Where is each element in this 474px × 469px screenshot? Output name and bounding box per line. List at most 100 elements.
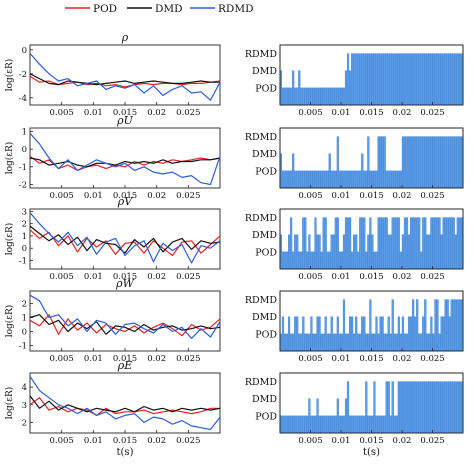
bar-panel-4-ylabel-dmd: DMD <box>252 312 277 323</box>
line-panel-2-ytick-label: -1 <box>19 163 27 173</box>
bar-panel-4-bar <box>294 316 297 352</box>
line-panel-1-ytick-label: -2 <box>19 70 27 80</box>
bar-panel-3-bar <box>428 234 431 270</box>
bar-panel-5-bar <box>344 398 348 434</box>
bar-panel-3-bar <box>454 234 457 270</box>
bar-panel-3-bar <box>300 251 303 270</box>
bar-panel-5-bar <box>298 415 301 434</box>
bar-panel-1-bar <box>440 53 443 106</box>
bar-panel-5-xtick-label: 0.01 <box>332 436 351 446</box>
line-panel-5-series-dmd <box>29 395 221 413</box>
bar-panel-5-bar <box>414 381 417 434</box>
bar-panel-1-bar <box>334 87 337 106</box>
panel-title-4: ρW <box>115 277 135 290</box>
bar-panel-5-bar <box>363 415 366 434</box>
line-panel-3-series-pod <box>29 229 221 257</box>
bar-panel-2-bar <box>432 136 435 189</box>
line-panel-1-xtick-label: 0.01 <box>84 108 103 118</box>
bar-panel-3-bar <box>442 217 445 270</box>
bar-panel-2-bar <box>391 170 394 189</box>
line-panel-4-ytick-label: 1 <box>22 314 27 324</box>
bar-panel-4-bar <box>308 333 311 352</box>
bar-panel-4-bar <box>416 299 419 352</box>
bar-panel-3-bar <box>312 251 315 270</box>
bar-panel-3-xtick-label: 0.01 <box>332 272 351 282</box>
bar-panel-2-bar <box>393 170 396 189</box>
bar-panel-3-bar <box>302 217 305 270</box>
line-panel-1-ytick-label: 0 <box>22 46 27 56</box>
bar-panel-3-ylabel-dmd: DMD <box>252 230 277 241</box>
bar-panel-4-bar <box>403 333 407 352</box>
bar-panel-3-bar <box>320 251 323 270</box>
bar-panel-3-bar <box>446 217 449 270</box>
bar-panel-1-bar <box>422 53 425 106</box>
bar-panel-2-bar <box>304 170 307 189</box>
line-panel-2-xtick-label: 0.02 <box>147 191 166 201</box>
bar-panel-3-bar <box>422 217 425 270</box>
bar-panel-4-bar <box>287 316 291 352</box>
bar-panel-5-xtick-label: 0.015 <box>359 436 383 446</box>
bar-panel-2-bar <box>290 170 293 189</box>
bar-panel-2-bar <box>365 170 368 189</box>
bar-panel-2-bar <box>287 170 291 189</box>
bar-panel-2-bar <box>373 170 376 189</box>
bar-panel-1-bar <box>444 53 447 106</box>
bar-panel-5-bar <box>328 415 331 434</box>
bar-panel-4-bar <box>389 333 392 352</box>
bar-panel-4-bar <box>407 316 411 352</box>
bar-panel-5-bar <box>405 381 409 434</box>
bar-panel-2-bar <box>450 136 453 189</box>
bar-panel-5-bar <box>351 415 354 434</box>
bar-panel-3-bar <box>361 217 364 270</box>
bar-panel-1-bar <box>428 53 431 106</box>
line-panel-2-series-rdmd <box>29 132 221 186</box>
bar-panel-5-bar <box>422 381 425 434</box>
panel-title-3: ρV <box>117 195 133 208</box>
bar-panel-1-bar <box>436 53 439 106</box>
bar-panel-2-xtick-label: 0.02 <box>393 191 412 201</box>
bar-panel-4-bar <box>377 333 380 352</box>
bar-panel-3-bar <box>318 234 321 270</box>
bar-panel-5-bar <box>452 381 455 434</box>
bar-panel-5-bar <box>324 415 327 434</box>
bar-panel-4-bar <box>420 333 423 352</box>
bar-panel-3-bar <box>287 234 291 270</box>
bar-panel-5-bar <box>426 381 429 434</box>
bar-panel-3-bar <box>385 217 388 270</box>
bar-panel-2-bar <box>416 136 419 189</box>
bar-panel-4-bar <box>304 333 307 352</box>
bar-panel-1-bar <box>320 87 323 106</box>
bar-panel-5-ylabel-rdmd: RDMD <box>245 377 277 388</box>
bar-panel-4-bar <box>401 316 405 352</box>
bar-panel-4-bar <box>334 333 337 352</box>
bar-panel-5-bar <box>444 381 447 434</box>
bar-panel-4-xtick-label: 0.005 <box>298 354 322 364</box>
bar-panel-2-xtick-label: 0.015 <box>359 191 383 201</box>
line-panel-2-xtick-label: 0.015 <box>113 191 137 201</box>
bar-panel-3-bar <box>397 217 400 270</box>
bar-panel-5-bar <box>383 415 386 434</box>
bar-panel-2-bar <box>361 153 364 189</box>
line-panel-3-xtick-label: 0.01 <box>84 272 103 282</box>
bar-panel-2-bar <box>353 170 356 189</box>
bar-panel-2-bar <box>395 170 398 189</box>
bar-panel-1-bar <box>430 53 433 106</box>
bar-panel-3-bar <box>316 234 319 270</box>
bar-panel-1-bar <box>418 53 421 106</box>
bar-panel-1-bar <box>296 87 299 106</box>
bar-panel-2-xtick-label: 0.01 <box>332 191 351 201</box>
bar-panel-4-bar <box>446 299 449 352</box>
bar-panel-1-bar <box>399 53 402 106</box>
bar-panel-4-bar <box>436 299 439 352</box>
bar-panel-5-bar <box>389 415 392 434</box>
bar-panel-5-bar <box>342 415 346 434</box>
bar-panel-3-bar <box>298 251 301 270</box>
bar-panel-1-bar <box>324 87 327 106</box>
bar-panel-2-bar <box>401 136 405 189</box>
bar-panel-4-bar <box>306 333 309 352</box>
bar-panel-3-bar <box>403 217 407 270</box>
bar-panel-1-bar <box>432 53 435 106</box>
bar-panel-1-bar <box>328 87 331 106</box>
bar-panel-1-bar <box>456 53 459 106</box>
bar-panel-2-ylabel-pod: POD <box>255 166 277 177</box>
